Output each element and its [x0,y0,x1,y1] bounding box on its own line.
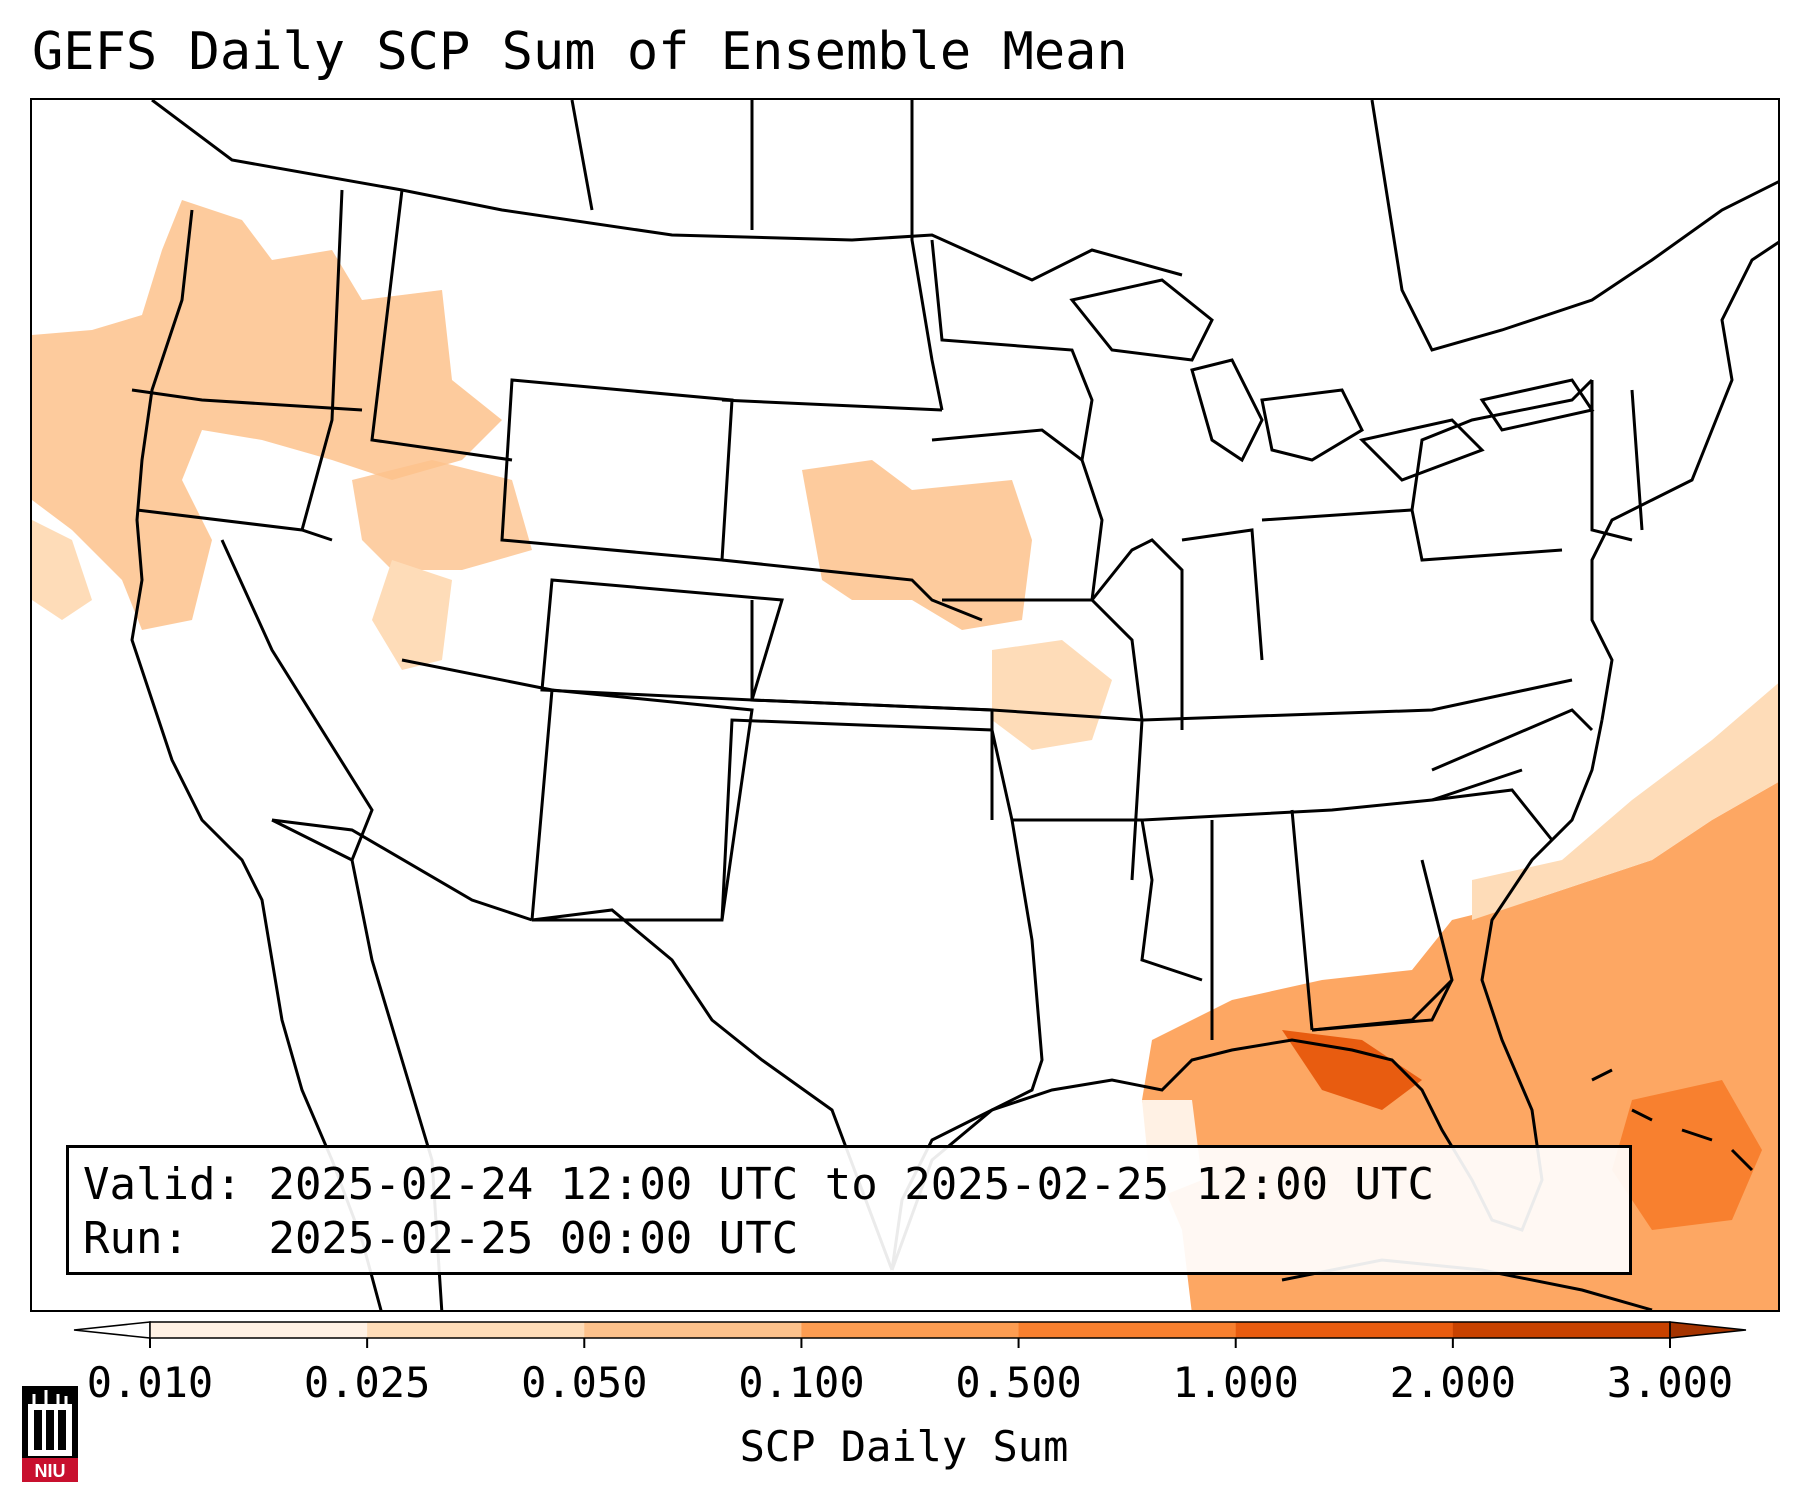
colorbar-outline [149,1321,1671,1339]
colorbar-segment [1452,1322,1671,1338]
valid-label: Valid: [83,1159,242,1210]
colorbar-tick-label: 3.000 [1606,1358,1734,1407]
shading-region-atlantic-light [1472,683,1778,920]
border-nd-sd [721,398,943,412]
border-ut-az [401,658,554,921]
border-mt-wy [370,189,513,462]
border-il-in [1090,538,1184,730]
border-mt-nd [570,100,594,211]
colorbar-segment [801,1322,1020,1338]
shading-region-florida-core [1282,1030,1422,1110]
border-wy [500,378,734,562]
colorbar-segment [367,1322,585,1338]
boundaries [130,100,1778,1310]
border-va-nc [1431,708,1594,772]
colorbar-tick-label: 0.050 [521,1358,648,1407]
map-title: GEFS Daily SCP Sum of Ensemble Mean [32,22,1128,82]
colorbar-segment [1018,1322,1237,1338]
border-in-oh [1181,528,1264,661]
logo-text: NIU [35,1461,66,1481]
colorbar-tick-label: 0.010 [86,1358,214,1407]
run-label: Run: [83,1213,189,1264]
colorbar-tick-label: 1.000 [1172,1358,1299,1407]
coastline-east [1590,240,1778,721]
border-ny [1410,378,1594,511]
border-wa-or [131,388,363,412]
shading-region-northwest [32,200,502,630]
colorbar-segment [1235,1322,1454,1338]
shading-region-northwest-light [32,520,92,620]
border-nv-ca [220,539,374,863]
border-ms-al [1210,809,1314,1040]
valid-line: Valid: 2025-02-24 12:00 UTC to 2025-02-2… [83,1158,1615,1212]
shading-region-nebraska-iowa [802,460,1032,630]
border-mn-wi [930,239,1094,461]
map-canvas [32,100,1778,1310]
border-canada [151,100,1183,282]
border-co [540,578,784,702]
islands-bahamas [1591,1068,1754,1172]
map-panel [30,98,1780,1312]
niu-logo: NIU [22,1386,78,1482]
great-lakes [1069,278,1595,482]
shading-region-idaho [352,460,532,570]
coastline-gulf [890,719,1604,1271]
border-id-mt [300,189,344,531]
border-ks-ok [751,698,994,820]
border-sc-nc [1431,788,1554,841]
colorbar [73,1321,1747,1348]
border-oh-pa [1261,508,1563,562]
border-canada-east [1370,100,1778,352]
border-az-nm [532,688,754,922]
border-tx-mx [531,908,894,1271]
colorbar-tick-label: 2.000 [1389,1358,1517,1407]
border-ca-mx [271,818,533,922]
border-ky-tn [1141,678,1573,722]
colorbar-tick-label: 0.025 [303,1358,431,1407]
colorbar-label: SCP Daily Sum [739,1422,1069,1471]
border-nd [750,100,944,411]
coastline-west [130,209,383,1310]
run-value: 2025-02-25 00:00 UTC [268,1213,799,1264]
colorbar-segment [584,1322,802,1338]
colorbar-tick-label: 0.500 [955,1358,1082,1407]
colorbar-extend-high [1669,1321,1747,1339]
border-tn-ms-al [1141,768,1523,822]
colorbar-segment [150,1322,368,1338]
run-line: Run: 2025-02-25 00:00 UTC [83,1212,1615,1266]
shading-region-utah [372,560,452,670]
border-mo [942,598,1144,721]
border-ar-la [1012,818,1203,982]
shading-region-missouri [992,640,1112,750]
valid-value: 2025-02-24 12:00 UTC to 2025-02-25 12:00… [268,1159,1435,1210]
colorbar-extend-low [73,1321,151,1339]
border-sd-ne [721,558,983,622]
border-ga-fl [1311,978,1454,1032]
valid-run-info-box: Valid: 2025-02-24 12:00 UTC to 2025-02-2… [66,1145,1632,1275]
colorbar-tick-label: 0.100 [738,1358,865,1407]
